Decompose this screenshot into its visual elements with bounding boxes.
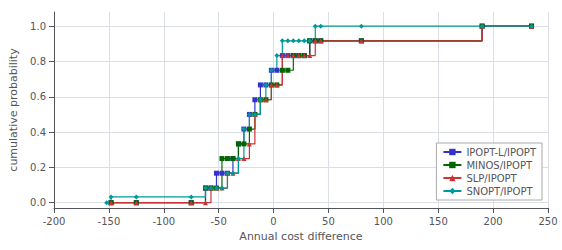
svg-text:50: 50: [322, 216, 335, 227]
svg-text:IPOPT-L/IPOPT: IPOPT-L/IPOPT: [466, 147, 537, 158]
svg-text:0.4: 0.4: [30, 127, 46, 138]
svg-text:Annual cost difference: Annual cost difference: [239, 230, 363, 243]
svg-text:SLP/IPOPT: SLP/IPOPT: [466, 173, 517, 184]
svg-text:0.8: 0.8: [30, 56, 46, 67]
svg-text:-100: -100: [152, 216, 175, 227]
svg-text:MINOS/IPOPT: MINOS/IPOPT: [466, 160, 533, 171]
svg-text:0.6: 0.6: [30, 91, 46, 102]
svg-text:150: 150: [429, 216, 448, 227]
svg-text:cumulative probability: cumulative probability: [7, 48, 20, 172]
svg-text:-150: -150: [98, 216, 121, 227]
svg-text:200: 200: [484, 216, 503, 227]
svg-text:SNOPT/IPOPT: SNOPT/IPOPT: [466, 186, 533, 197]
svg-text:0.2: 0.2: [30, 162, 46, 173]
svg-text:0: 0: [270, 216, 276, 227]
svg-text:250: 250: [538, 216, 557, 227]
svg-text:1.0: 1.0: [30, 21, 46, 32]
svg-text:0.0: 0.0: [30, 197, 46, 208]
svg-text:100: 100: [374, 216, 393, 227]
svg-text:-50: -50: [210, 216, 226, 227]
svg-text:-200: -200: [43, 216, 66, 227]
